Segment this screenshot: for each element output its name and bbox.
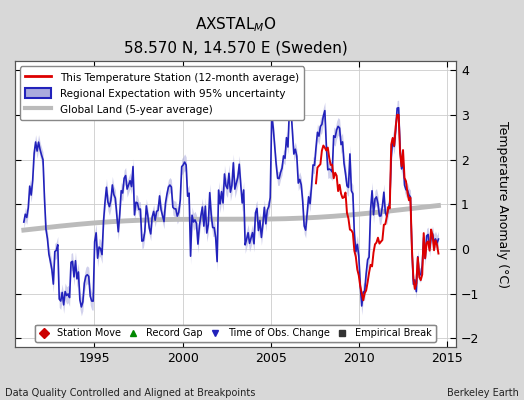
Legend: Station Move, Record Gap, Time of Obs. Change, Empirical Break: Station Move, Record Gap, Time of Obs. C…	[35, 324, 436, 342]
Y-axis label: Temperature Anomaly (°C): Temperature Anomaly (°C)	[496, 121, 509, 288]
Title: AXSTAL$_M$O
58.570 N, 14.570 E (Sweden): AXSTAL$_M$O 58.570 N, 14.570 E (Sweden)	[124, 15, 347, 56]
Text: Berkeley Earth: Berkeley Earth	[447, 388, 519, 398]
Text: Data Quality Controlled and Aligned at Breakpoints: Data Quality Controlled and Aligned at B…	[5, 388, 256, 398]
